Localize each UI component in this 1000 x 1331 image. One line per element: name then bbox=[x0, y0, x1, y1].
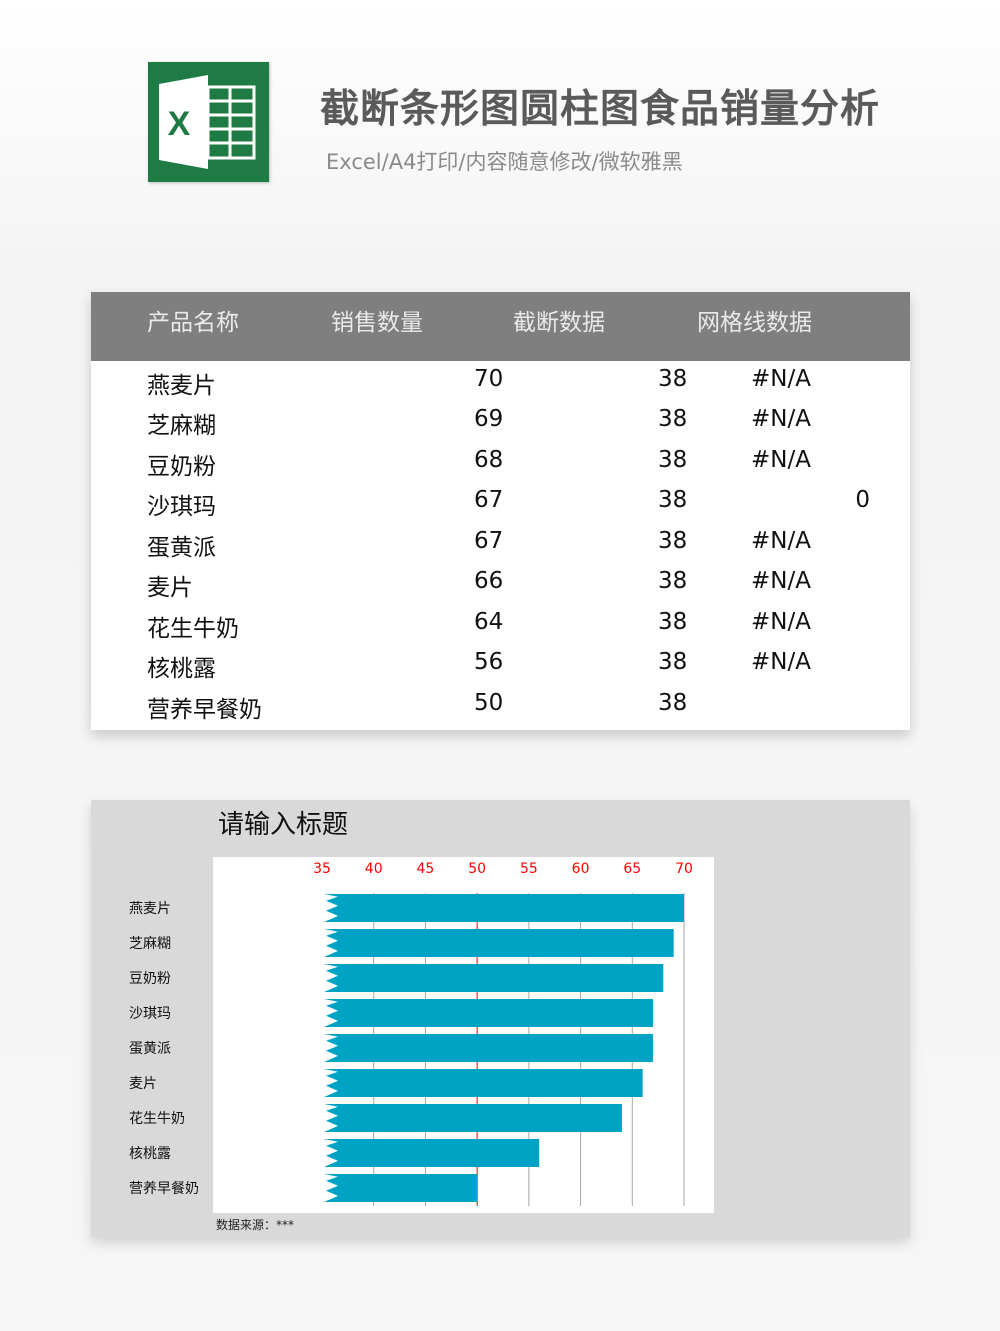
cell-cut: 38 bbox=[658, 609, 688, 635]
table-row: 沙琪玛 67 38 0 bbox=[91, 483, 910, 523]
bar bbox=[324, 1174, 478, 1202]
category-label: 豆奶粉 bbox=[129, 971, 171, 987]
column-header-sales: 销售数量 bbox=[331, 310, 423, 336]
table-row: 核桃露 56 38 #N/A bbox=[91, 645, 910, 685]
cell-grid: #N/A bbox=[751, 366, 811, 392]
x-tick-label: 45 bbox=[417, 861, 435, 877]
svg-text:X: X bbox=[168, 105, 191, 143]
table-row: 芝麻糊 69 38 #N/A bbox=[91, 402, 910, 442]
cell-product: 花生牛奶 bbox=[147, 616, 239, 642]
table-header: 产品名称 销售数量 截断数据 网格线数据 bbox=[91, 292, 910, 361]
cell-grid: #N/A bbox=[751, 609, 811, 635]
category-label: 燕麦片 bbox=[129, 901, 171, 917]
x-tick-label: 65 bbox=[623, 861, 641, 877]
cell-grid: #N/A bbox=[751, 649, 811, 675]
cell-sales: 50 bbox=[474, 690, 504, 716]
category-label: 核桃露 bbox=[129, 1146, 171, 1162]
cell-product: 核桃露 bbox=[147, 656, 216, 682]
cell-sales: 70 bbox=[474, 366, 504, 392]
cell-product: 燕麦片 bbox=[147, 373, 216, 399]
x-tick-label: 60 bbox=[572, 861, 590, 877]
cell-sales: 64 bbox=[474, 609, 504, 635]
cell-cut: 38 bbox=[658, 447, 688, 473]
cell-sales: 56 bbox=[474, 649, 504, 675]
data-table: 产品名称 销售数量 截断数据 网格线数据 燕麦片 70 38 #N/A 芝麻糊 … bbox=[91, 292, 910, 730]
excel-logo-icon: X bbox=[148, 62, 269, 182]
page-title: 截断条形图圆柱图食品销量分析 bbox=[320, 87, 881, 132]
category-label: 营养早餐奶 bbox=[129, 1181, 199, 1197]
x-tick-label: 55 bbox=[520, 861, 538, 877]
x-tick-label: 35 bbox=[313, 861, 331, 877]
cell-cut: 38 bbox=[658, 487, 688, 513]
bar bbox=[324, 999, 653, 1027]
category-label: 麦片 bbox=[129, 1076, 157, 1092]
table-row: 豆奶粉 68 38 #N/A bbox=[91, 443, 910, 483]
bar bbox=[324, 929, 674, 957]
x-tick-label: 40 bbox=[365, 861, 383, 877]
cell-product: 麦片 bbox=[147, 575, 193, 601]
bar-chart: 35 40 45 50 55 60 65 70 燕麦片芝麻糊豆奶粉沙琪玛蛋黄派麦片花生牛奶核桃露… bbox=[129, 857, 714, 1213]
table-row: 花生牛奶 64 38 #N/A bbox=[91, 605, 910, 645]
cell-product: 芝麻糊 bbox=[147, 413, 216, 439]
cell-grid: #N/A bbox=[751, 447, 811, 473]
bar bbox=[324, 894, 684, 922]
x-tick-label: 70 bbox=[675, 861, 693, 877]
cell-sales: 67 bbox=[474, 487, 504, 513]
column-header-cut: 截断数据 bbox=[513, 310, 605, 336]
cell-sales: 69 bbox=[474, 406, 504, 432]
cell-grid: 0 bbox=[855, 487, 870, 513]
chart-source: 数据来源：*** bbox=[216, 1218, 295, 1232]
x-tick-label: 50 bbox=[468, 861, 486, 877]
cell-cut: 38 bbox=[658, 649, 688, 675]
cell-cut: 38 bbox=[658, 366, 688, 392]
category-label: 沙琪玛 bbox=[129, 1006, 171, 1022]
cell-cut: 38 bbox=[658, 528, 688, 554]
category-label: 芝麻糊 bbox=[129, 936, 171, 952]
page-subtitle: Excel/A4打印/内容随意修改/微软雅黑 bbox=[326, 150, 683, 174]
table-row: 营养早餐奶 50 38 bbox=[91, 686, 910, 726]
cell-sales: 68 bbox=[474, 447, 504, 473]
table-row: 蛋黄派 67 38 #N/A bbox=[91, 524, 910, 564]
cell-cut: 38 bbox=[658, 568, 688, 594]
cell-cut: 38 bbox=[658, 690, 688, 716]
table-row: 麦片 66 38 #N/A bbox=[91, 564, 910, 604]
table-row: 燕麦片 70 38 #N/A bbox=[91, 362, 910, 402]
bar bbox=[324, 964, 664, 992]
bar bbox=[324, 1034, 653, 1062]
column-header-grid: 网格线数据 bbox=[697, 310, 812, 336]
cell-product: 蛋黄派 bbox=[147, 535, 216, 561]
chart-title: 请输入标题 bbox=[218, 810, 349, 840]
bar bbox=[324, 1069, 643, 1097]
chart-panel: 35 40 45 50 55 60 65 70 燕麦片芝麻糊豆奶粉沙琪玛蛋黄派麦片花生牛奶核桃露… bbox=[91, 800, 910, 1237]
cell-product: 豆奶粉 bbox=[147, 454, 216, 480]
cell-grid: #N/A bbox=[751, 528, 811, 554]
cell-grid: #N/A bbox=[751, 406, 811, 432]
cell-product: 沙琪玛 bbox=[147, 494, 216, 520]
cell-grid: #N/A bbox=[751, 568, 811, 594]
category-label: 蛋黄派 bbox=[129, 1040, 171, 1057]
cell-sales: 66 bbox=[474, 568, 504, 594]
cell-cut: 38 bbox=[658, 406, 688, 432]
cell-product: 营养早餐奶 bbox=[147, 697, 262, 723]
column-header-product: 产品名称 bbox=[147, 310, 239, 336]
category-label: 花生牛奶 bbox=[129, 1111, 185, 1127]
cell-sales: 67 bbox=[474, 528, 504, 554]
bar bbox=[324, 1104, 622, 1132]
bar bbox=[324, 1139, 540, 1167]
